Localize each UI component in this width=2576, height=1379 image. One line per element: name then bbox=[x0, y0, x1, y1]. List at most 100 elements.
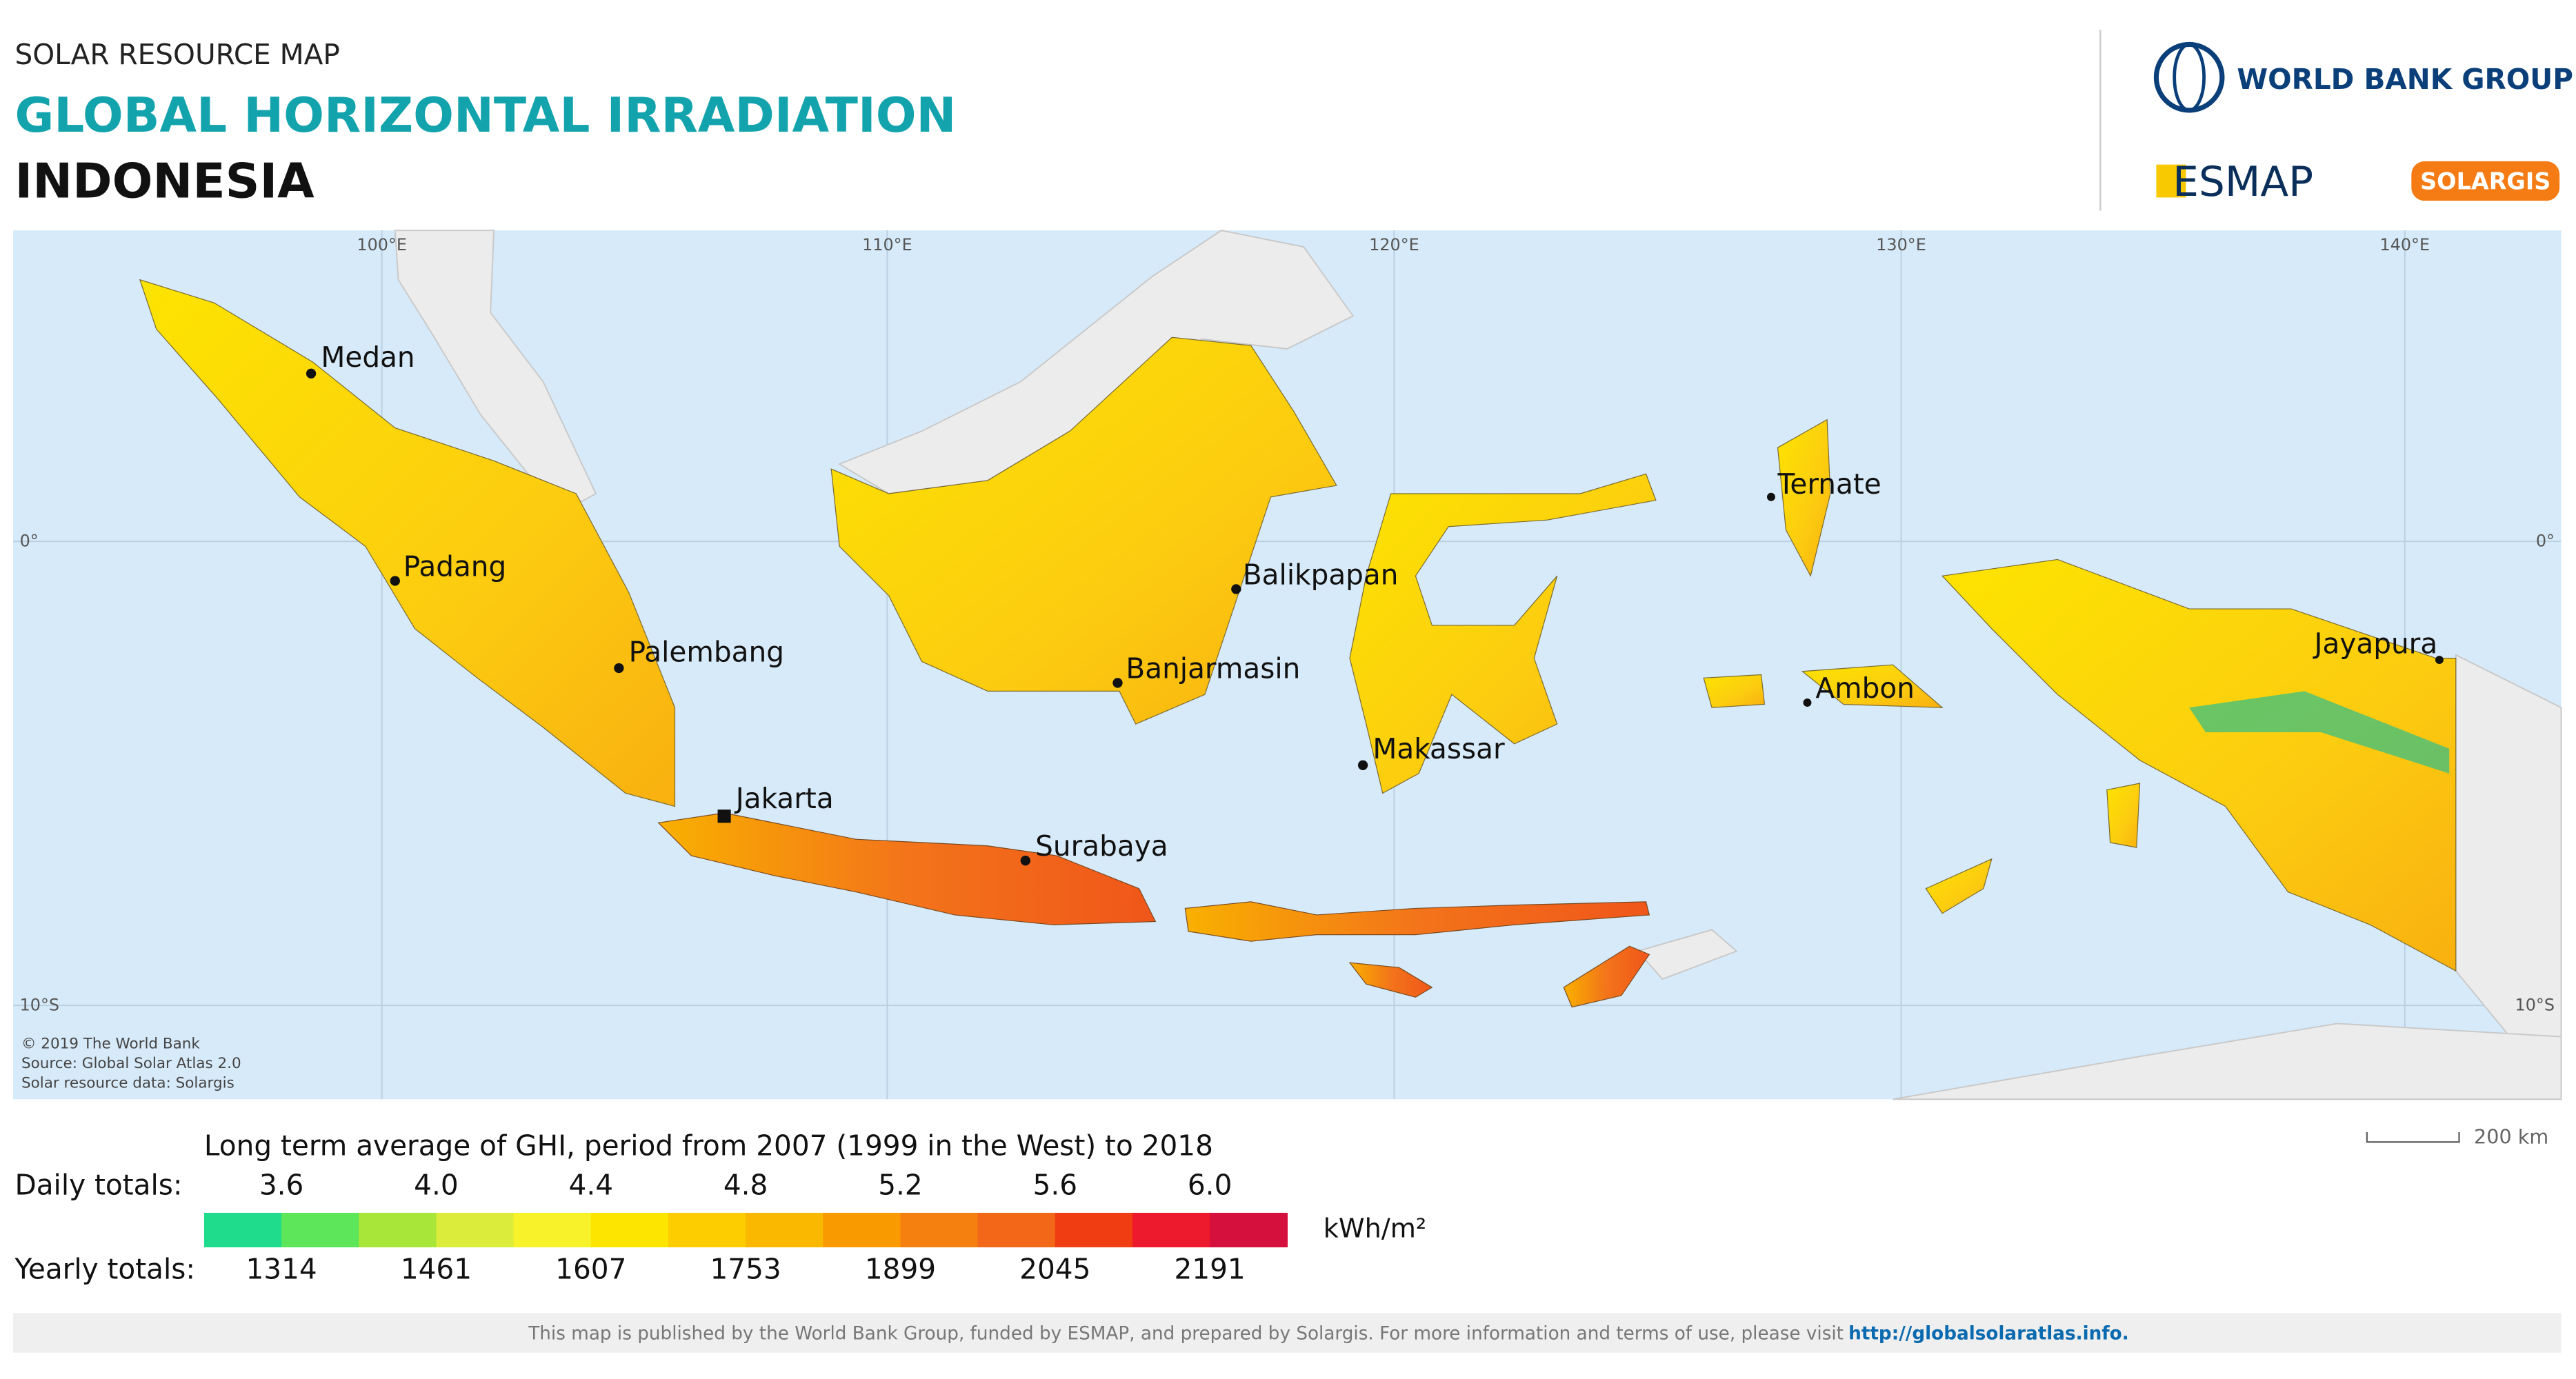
credit-line: © 2019 The World Bank bbox=[21, 1035, 200, 1052]
kalimantan bbox=[830, 336, 1337, 725]
yearly-value: 2191 bbox=[1175, 1252, 1246, 1285]
color-swatch bbox=[513, 1212, 592, 1248]
city-label: Balikpapan bbox=[1243, 558, 1399, 591]
color-swatch bbox=[590, 1212, 669, 1248]
country: INDONESIA bbox=[14, 154, 314, 209]
city-dot bbox=[390, 576, 400, 586]
legend: Long term average of GHI, period from 20… bbox=[14, 1129, 1426, 1285]
globe-icon bbox=[2173, 43, 2206, 112]
yearly-value: 1607 bbox=[555, 1252, 626, 1285]
daily-value: 4.4 bbox=[569, 1169, 614, 1202]
solargis-badge bbox=[2411, 161, 2560, 201]
longitude-label: 100°E bbox=[357, 235, 407, 254]
yearly-label: Yearly totals: bbox=[14, 1252, 195, 1285]
scale-bar bbox=[2366, 1131, 2460, 1143]
esmap-icon bbox=[2156, 164, 2186, 198]
esmap-text: ESMAP bbox=[2173, 159, 2313, 206]
scale-label: 200 km bbox=[2474, 1125, 2548, 1149]
papua bbox=[1941, 558, 2457, 972]
city-dot bbox=[1020, 856, 1030, 866]
city-dot bbox=[1231, 584, 1241, 594]
halmahera bbox=[1777, 419, 1831, 577]
grid-labels: 100°E 110°E 120°E 130°E 140°E 0° 0° 10°S… bbox=[20, 235, 2555, 1015]
capital-marker bbox=[717, 809, 731, 823]
yearly-value: 1461 bbox=[401, 1252, 472, 1285]
city-label: Jakarta bbox=[734, 782, 834, 815]
city-dot bbox=[1357, 760, 1368, 770]
city-label: Makassar bbox=[1372, 732, 1505, 765]
legend-unit: kWh/m² bbox=[1324, 1214, 1426, 1245]
latitude-label: 0° bbox=[20, 531, 39, 550]
color-swatch bbox=[1132, 1212, 1210, 1248]
color-swatch bbox=[359, 1212, 437, 1248]
timor bbox=[1563, 945, 1650, 1008]
color-swatch bbox=[436, 1212, 515, 1248]
city-label: Surabaya bbox=[1035, 829, 1168, 863]
color-swatch bbox=[823, 1212, 901, 1248]
footer-bar bbox=[13, 1313, 2562, 1353]
daily-value: 4.8 bbox=[723, 1169, 768, 1202]
seram bbox=[1801, 664, 1944, 708]
map: 100°E 110°E 120°E 130°E 140°E 0° 0° 10°S… bbox=[13, 230, 2562, 1101]
city-label: Palembang bbox=[629, 635, 784, 668]
daily-value: 3.6 bbox=[259, 1169, 304, 1202]
yearly-value: 1753 bbox=[710, 1252, 781, 1285]
world-bank-logo: WORLD BANK GROUP bbox=[2153, 41, 2573, 113]
city-label: Ternate bbox=[1777, 467, 1881, 501]
color-swatch bbox=[281, 1212, 359, 1248]
city-label: Medan bbox=[321, 341, 415, 374]
kicker: SOLAR RESOURCE MAP bbox=[14, 38, 339, 71]
daily-value: 4.0 bbox=[414, 1169, 459, 1202]
city-label: Banjarmasin bbox=[1126, 652, 1300, 685]
city-dot bbox=[306, 368, 317, 379]
legend-title: Long term average of GHI, period from 20… bbox=[204, 1129, 1213, 1162]
latitude-label: 10°S bbox=[20, 995, 59, 1014]
longitude-label: 140°E bbox=[2380, 235, 2430, 254]
highlands bbox=[2189, 691, 2450, 774]
footer-link[interactable]: http://globalsolaratlas.info. bbox=[1848, 1324, 2129, 1345]
city-dot bbox=[2435, 656, 2444, 665]
yearly-value: 2045 bbox=[1019, 1252, 1090, 1285]
city-dot bbox=[1803, 698, 1812, 707]
color-swatch bbox=[746, 1212, 824, 1248]
latitude-label: 10°S bbox=[2515, 995, 2555, 1014]
credits: © 2019 The World Bank Source: Global Sol… bbox=[21, 1035, 241, 1091]
sulawesi bbox=[1349, 473, 1657, 794]
daily-value: 5.6 bbox=[1033, 1169, 1078, 1202]
longitude-label: 120°E bbox=[1369, 235, 1419, 254]
sumatra bbox=[139, 279, 676, 807]
color-swatch bbox=[203, 1212, 282, 1248]
solargis-text: SOLARGIS bbox=[2420, 168, 2550, 194]
title: GLOBAL HORIZONTAL IRRADIATION bbox=[14, 88, 956, 143]
cities: Medan Padang Palembang Jakarta Surabaya … bbox=[306, 341, 2444, 866]
australia bbox=[1893, 1023, 2562, 1100]
buru bbox=[1703, 674, 1766, 708]
yearly-value: 1899 bbox=[865, 1252, 936, 1285]
yearly-value: 1314 bbox=[246, 1252, 317, 1285]
daily-value: 6.0 bbox=[1188, 1169, 1232, 1202]
tanimbar bbox=[1925, 858, 1993, 914]
color-swatch bbox=[977, 1212, 1056, 1248]
credit-line: Source: Global Solar Atlas 2.0 bbox=[21, 1055, 241, 1072]
credit-line: Solar resource data: Solargis bbox=[21, 1075, 234, 1092]
aru-islands bbox=[2106, 783, 2141, 848]
city-dot bbox=[614, 663, 624, 674]
color-swatch bbox=[1055, 1212, 1133, 1248]
world-bank-text: WORLD BANK GROUP bbox=[2237, 63, 2573, 96]
daily-label: Daily totals: bbox=[14, 1169, 182, 1202]
city-label: Padang bbox=[403, 550, 507, 583]
color-swatch bbox=[900, 1212, 979, 1248]
city-label: Jayapura bbox=[2313, 627, 2438, 660]
nusa-tenggara bbox=[1184, 901, 1650, 942]
longitude-label: 130°E bbox=[1876, 235, 1926, 254]
color-swatch bbox=[668, 1212, 746, 1248]
city-dot bbox=[1766, 492, 1775, 501]
longitude-label: 110°E bbox=[862, 235, 912, 254]
footer-text: This map is published by the World Bank … bbox=[528, 1324, 1844, 1345]
sumba bbox=[1348, 962, 1433, 998]
city-dot bbox=[1112, 678, 1123, 688]
latitude-label: 0° bbox=[2536, 531, 2555, 550]
color-swatch bbox=[1210, 1212, 1288, 1248]
timor-leste bbox=[1636, 929, 1738, 980]
